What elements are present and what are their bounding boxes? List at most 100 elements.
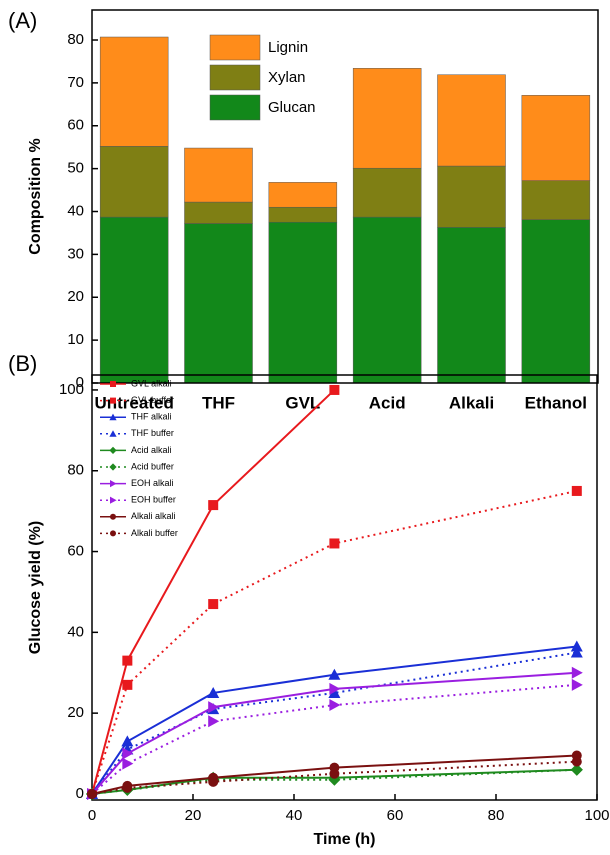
bar-segment bbox=[268, 221, 338, 384]
marker bbox=[208, 715, 220, 728]
legend-label: Acid buffer bbox=[131, 461, 174, 471]
series-line bbox=[91, 768, 577, 795]
bar-segment bbox=[437, 74, 506, 167]
series-line bbox=[91, 389, 336, 795]
bar-segment bbox=[352, 167, 422, 218]
panel-label: (A) bbox=[8, 8, 37, 33]
marker bbox=[570, 640, 583, 652]
bar-segment bbox=[268, 182, 338, 208]
legend-label: GVL buffer bbox=[131, 395, 174, 405]
x-tick-label: 100 bbox=[584, 807, 609, 824]
bar-segment bbox=[99, 216, 169, 384]
marker bbox=[110, 397, 116, 404]
legend-swatch bbox=[209, 34, 261, 61]
y-tick-label: 0 bbox=[76, 785, 84, 802]
plot-frame bbox=[91, 9, 599, 384]
x-tick-label: 80 bbox=[488, 807, 505, 824]
legend-label: Glucan bbox=[268, 99, 316, 116]
marker bbox=[329, 699, 341, 712]
legend-label: EOH buffer bbox=[131, 495, 176, 505]
marker bbox=[122, 782, 133, 793]
marker bbox=[121, 735, 134, 747]
marker bbox=[329, 682, 341, 695]
marker bbox=[110, 496, 117, 504]
bar-segment bbox=[99, 36, 169, 147]
marker bbox=[122, 757, 134, 770]
y-tick-label: 80 bbox=[67, 462, 84, 479]
bar-segment bbox=[521, 95, 591, 181]
y-tick-label: 20 bbox=[67, 288, 84, 305]
series-line bbox=[91, 489, 578, 795]
bar-segment bbox=[437, 165, 506, 228]
series-line bbox=[91, 683, 577, 795]
y-tick-label: 50 bbox=[67, 160, 84, 177]
bar-segment bbox=[268, 206, 338, 223]
y-tick-label: 60 bbox=[67, 117, 84, 134]
marker bbox=[328, 686, 341, 698]
y-tick-label: 30 bbox=[67, 245, 84, 262]
panel-label: (B) bbox=[8, 351, 37, 376]
x-tick-label: 20 bbox=[185, 807, 202, 824]
legend-swatch bbox=[209, 64, 261, 91]
marker bbox=[571, 666, 583, 679]
series bbox=[87, 384, 340, 799]
marker bbox=[329, 384, 340, 395]
y-tick-label: 20 bbox=[67, 704, 84, 721]
y-tick-label: 40 bbox=[67, 623, 84, 640]
marker bbox=[109, 413, 117, 421]
bar-segment bbox=[437, 227, 506, 384]
series bbox=[87, 756, 582, 799]
legend-label: THF buffer bbox=[131, 428, 174, 438]
bar-segment bbox=[521, 180, 591, 220]
x-tick-label: Acid bbox=[369, 393, 406, 412]
marker bbox=[208, 599, 219, 610]
x-tick-label: THF bbox=[202, 393, 235, 412]
marker bbox=[208, 701, 220, 714]
marker bbox=[571, 485, 582, 496]
x-tick-label: Ethanol bbox=[525, 393, 587, 412]
y-tick-label: 0 bbox=[76, 374, 84, 391]
bar-segment bbox=[184, 223, 253, 384]
marker bbox=[207, 686, 220, 698]
legend-label: Lignin bbox=[268, 39, 308, 56]
x-tick-label: 0 bbox=[88, 807, 96, 824]
marker bbox=[122, 679, 133, 690]
marker bbox=[110, 381, 116, 388]
marker bbox=[571, 678, 583, 691]
y-tick-label: 100 bbox=[59, 381, 84, 398]
x-tick-label: 60 bbox=[387, 807, 404, 824]
marker bbox=[110, 480, 117, 488]
marker bbox=[122, 747, 134, 760]
marker bbox=[122, 655, 133, 666]
legend-label: Alkali alkali bbox=[131, 511, 176, 521]
x-tick-label: Alkali bbox=[449, 393, 494, 412]
bar-segment bbox=[184, 201, 253, 224]
marker bbox=[328, 668, 341, 680]
y-axis-title: Composition % bbox=[27, 138, 44, 254]
y-tick-label: 10 bbox=[67, 331, 84, 348]
legend-label: THF alkali bbox=[131, 412, 172, 422]
marker bbox=[329, 538, 340, 549]
marker bbox=[570, 763, 583, 776]
legend-label: GVL alkali bbox=[131, 378, 172, 388]
bar-segment bbox=[184, 147, 253, 203]
marker bbox=[208, 776, 219, 787]
marker bbox=[110, 513, 116, 520]
legend-label: Xylan bbox=[268, 69, 306, 86]
bar-segment bbox=[352, 216, 422, 384]
marker bbox=[87, 788, 97, 799]
bar-segment bbox=[352, 68, 422, 169]
x-tick-label: GVL bbox=[285, 393, 320, 412]
x-axis-title: Time (h) bbox=[314, 831, 376, 848]
marker bbox=[110, 530, 116, 537]
x-tick-label: 40 bbox=[286, 807, 303, 824]
marker bbox=[109, 430, 117, 437]
y-axis-title: Glucose yield (%) bbox=[27, 521, 44, 654]
marker bbox=[109, 446, 117, 454]
marker bbox=[571, 756, 582, 767]
y-tick-label: 70 bbox=[67, 74, 84, 91]
marker bbox=[570, 646, 583, 658]
y-tick-label: 60 bbox=[67, 543, 84, 560]
marker bbox=[109, 463, 117, 471]
